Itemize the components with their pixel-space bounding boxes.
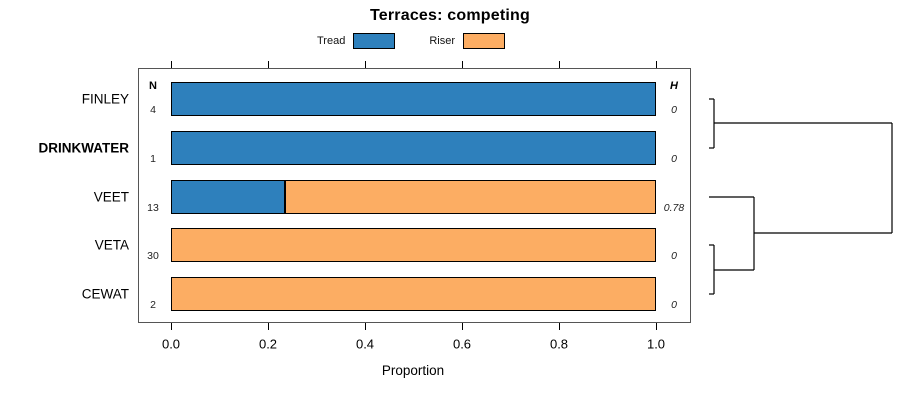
legend-label-riser: Riser: [429, 35, 455, 47]
x-tick-bottom: [655, 323, 657, 330]
bar-segment-tread: [172, 83, 655, 115]
x-tick-top: [267, 61, 269, 68]
x-tick-label: 0.2: [258, 336, 278, 352]
stacked-bar-veet: [171, 180, 656, 214]
chart-title: Terraces: competing: [370, 7, 530, 24]
bar-segment-tread: [172, 132, 655, 164]
x-tick-label: 0.6: [452, 336, 472, 352]
h-value-cewat: 0: [671, 299, 677, 311]
x-tick-top: [461, 61, 463, 68]
x-tick-bottom: [461, 323, 463, 330]
x-tick-bottom: [364, 323, 366, 330]
stacked-bar-veta: [171, 228, 656, 262]
h-value-veta: 0: [671, 250, 677, 262]
category-label-finley: FINLEY: [81, 91, 129, 107]
x-tick-label: 0.8: [549, 336, 569, 352]
bar-segment-riser: [283, 181, 655, 213]
legend-label-tread: Tread: [317, 35, 346, 47]
n-value-cewat: 2: [150, 299, 156, 311]
h-value-drinkwater: 0: [671, 153, 677, 165]
x-tick-top: [364, 61, 366, 68]
x-tick-label: 0.0: [161, 336, 181, 352]
legend-swatch-riser-icon: [463, 33, 505, 49]
x-tick-bottom: [170, 323, 172, 330]
n-value-veet: 13: [147, 202, 159, 214]
x-tick-top: [655, 61, 657, 68]
category-label-veta: VETA: [94, 237, 129, 253]
n-value-drinkwater: 1: [150, 153, 156, 165]
category-label-cewat: CEWAT: [81, 286, 129, 302]
n-value-veta: 30: [147, 250, 159, 262]
bar-segment-riser: [172, 278, 655, 310]
n-value-finley: 4: [150, 104, 156, 116]
bar-segment-tread: [172, 181, 284, 213]
x-tick-label: 1.0: [646, 336, 666, 352]
h-value-finley: 0: [671, 104, 677, 116]
stacked-bar-drinkwater: [171, 131, 656, 165]
column-header-n: N: [149, 80, 157, 92]
category-label-drinkwater: DRINKWATER: [38, 140, 130, 156]
stacked-bar-cewat: [171, 277, 656, 311]
stacked-bar-finley: [171, 82, 656, 116]
x-tick-label: 0.4: [355, 336, 375, 352]
x-tick-top: [558, 61, 560, 68]
legend: Tread Riser: [317, 33, 505, 49]
legend-swatch-tread-icon: [353, 33, 396, 49]
h-value-veet: 0.78: [663, 202, 685, 214]
category-label-veet: VEET: [93, 189, 129, 205]
bar-segment-riser: [172, 229, 655, 261]
column-header-h: H: [670, 80, 678, 92]
x-axis-label: Proportion: [381, 363, 445, 378]
x-tick-top: [170, 61, 172, 68]
x-tick-bottom: [558, 323, 560, 330]
x-tick-bottom: [267, 323, 269, 330]
